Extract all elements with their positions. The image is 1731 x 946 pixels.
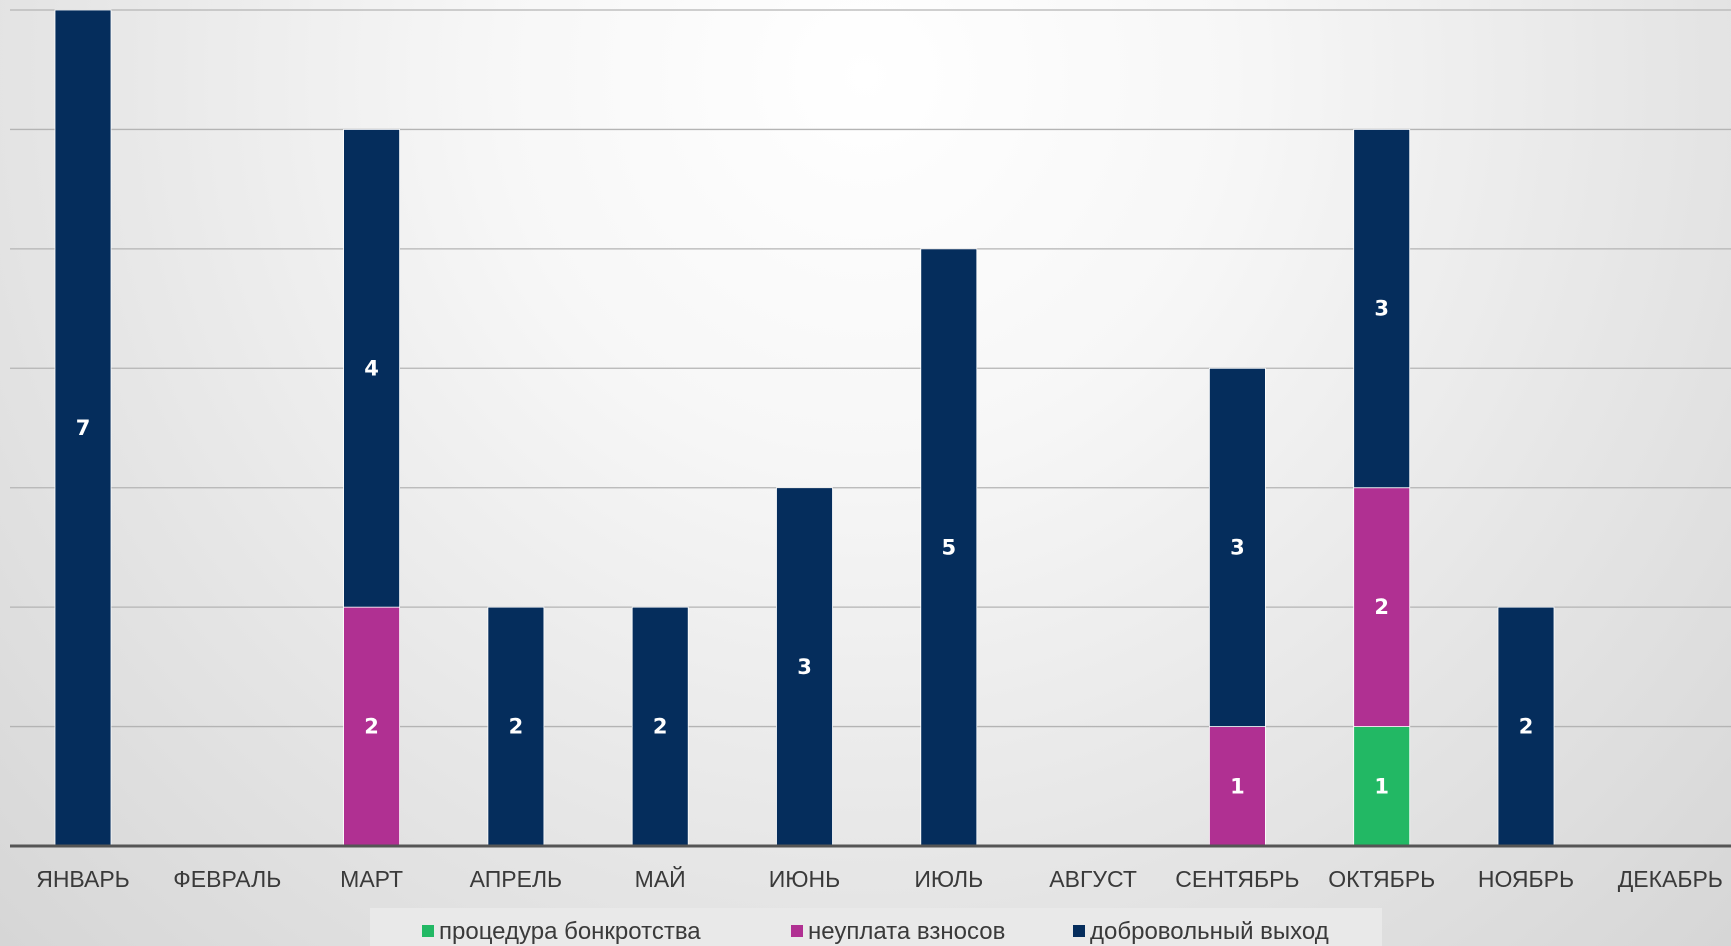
bar-segment-11-series-3: [1497, 606, 1555, 847]
x-tick-label-5: МАЙ: [635, 865, 686, 892]
bars: [54, 9, 1555, 847]
x-tick-label-1: ЯНВАРЬ: [36, 866, 130, 892]
data-label-9-series-3: 3: [1230, 535, 1245, 559]
data-label-3-series-3: 4: [364, 356, 379, 380]
bar-segment-10-series-2: [1353, 487, 1411, 727]
bar-segment-7-series-3: [920, 248, 978, 847]
data-labels: 7 2 4 2 2 3 5 1 3 1 2 3 2: [76, 297, 1534, 799]
legend-swatch-3: [1073, 925, 1085, 937]
x-tick-label-7: ИЮЛЬ: [914, 866, 983, 892]
gridlines: [10, 9, 1731, 728]
bar-segment-3-series-3: [343, 129, 401, 608]
x-tick-label-11: НОЯБРЬ: [1478, 866, 1574, 892]
legend-label-2: неуплата взносов: [808, 918, 1005, 945]
data-label-9-series-2: 1: [1230, 774, 1245, 798]
data-label-10-series-1: 1: [1374, 774, 1389, 798]
data-label-3-series-2: 2: [364, 715, 379, 739]
bar-segment-6-series-3: [776, 487, 833, 847]
legend-label-3: добровольный выход: [1090, 918, 1329, 945]
data-label-7-series-3: 5: [941, 535, 956, 559]
x-tick-label-4: АПРЕЛЬ: [470, 866, 562, 892]
bar-segment-10-series-1: [1353, 726, 1411, 847]
bar-segment-3-series-2: [343, 606, 401, 847]
bar-segment-4-series-3: [487, 606, 545, 847]
x-tick-label-12: ДЕКАБРЬ: [1618, 866, 1723, 892]
data-label-10-series-3: 3: [1374, 297, 1389, 321]
x-axis-tick-labels: ЯНВАРЬ ФЕВРАЛЬ МАРТ АПРЕЛЬ МАЙ ИЮНЬ ИЮЛЬ АВГУСТ…: [36, 865, 1723, 892]
data-label-11-series-3: 2: [1519, 715, 1534, 739]
x-tick-label-3: МАРТ: [340, 866, 403, 892]
data-label-10-series-2: 2: [1374, 595, 1389, 619]
legend-swatch-1: [422, 925, 434, 937]
legend-label-1: процедура бонкротства: [439, 918, 701, 945]
x-tick-label-2: ФЕВРАЛЬ: [173, 866, 281, 892]
x-tick-label-9: СЕНТЯБРЬ: [1175, 866, 1299, 892]
data-label-5-series-3: 2: [653, 715, 668, 739]
data-label-6-series-3: 3: [797, 655, 812, 679]
x-tick-label-10: ОКТЯБРЬ: [1328, 866, 1435, 892]
x-tick-label-6: ИЮНЬ: [769, 866, 840, 892]
legend-background: [370, 908, 1382, 946]
data-label-1-series-3: 7: [76, 416, 91, 440]
bar-segment-10-series-3: [1353, 129, 1411, 489]
bar-segment-5-series-3: [631, 606, 689, 847]
data-label-4-series-3: 2: [509, 715, 524, 739]
bar-segment-9-series-2: [1209, 726, 1266, 847]
x-tick-label-8: АВГУСТ: [1049, 866, 1137, 892]
legend-swatch-2: [791, 925, 803, 937]
bar-segment-9-series-3: [1209, 367, 1266, 727]
legend: процедура бонкротства неуплата взносов доб…: [370, 908, 1382, 946]
